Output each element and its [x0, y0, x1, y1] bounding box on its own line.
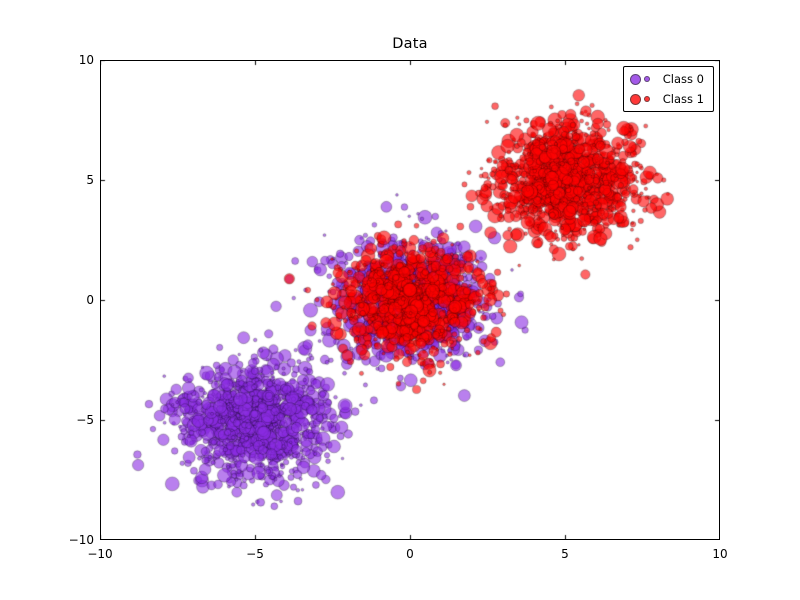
- y-tick-label: 0: [86, 292, 94, 307]
- class-1-dot-small-icon: [643, 96, 650, 102]
- x-tick-label: 10: [712, 547, 728, 561]
- y-tick-label: −5: [76, 412, 94, 427]
- class-1-dot-icon: [629, 93, 641, 105]
- class-0-dot-small-icon: [643, 76, 650, 82]
- y-tick-label: 10: [78, 52, 94, 67]
- y-tick-label: 5: [86, 172, 94, 187]
- x-tick-label: 5: [561, 547, 569, 561]
- x-tick-label: 0: [406, 547, 414, 561]
- x-tick-label: −5: [246, 547, 264, 561]
- scatter-canvas: [100, 60, 720, 540]
- chart-title: Data: [392, 36, 428, 52]
- legend-label-class-0: Class 0: [662, 72, 704, 86]
- y-tick-label: −10: [68, 532, 94, 547]
- class-0-dot-icon: [629, 73, 641, 85]
- legend: Class 0 Class 1: [622, 66, 714, 112]
- legend-marker-class-1-icon: [629, 93, 656, 105]
- legend-marker-class-0-icon: [629, 73, 656, 85]
- legend-label-class-1: Class 1: [662, 92, 704, 106]
- legend-item-class-0: Class 0: [629, 71, 704, 87]
- x-tick-label: −10: [87, 547, 113, 561]
- legend-item-class-1: Class 1: [629, 91, 704, 107]
